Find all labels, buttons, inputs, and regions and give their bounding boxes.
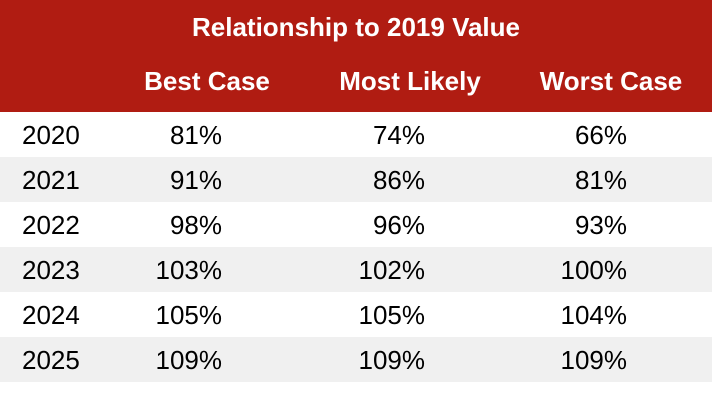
table-cell: 93%: [574, 210, 627, 240]
row-year: 2022: [22, 210, 80, 240]
row-year: 2025: [22, 345, 80, 375]
table-cell: 105%: [358, 300, 426, 330]
table-cell: 109%: [560, 345, 628, 375]
table-cell: 102%: [358, 255, 426, 285]
table-cell: 104%: [560, 300, 628, 330]
table-cell: 103%: [155, 255, 223, 285]
column-header-worst-case: Worst Case: [539, 66, 683, 96]
table-row: 2024 105% 105% 104%: [0, 292, 712, 337]
table-cell: 81%: [169, 120, 222, 150]
table-cell: 98%: [169, 210, 222, 240]
row-year: 2023: [22, 255, 80, 285]
table-row: 2021 91% 86% 81%: [0, 157, 712, 202]
table-cell: 91%: [169, 165, 222, 195]
table-cell: 109%: [155, 345, 223, 375]
column-header-most-likely: Most Likely: [339, 66, 481, 96]
table-cell: 74%: [372, 120, 425, 150]
table-row: 2022 98% 96% 93%: [0, 202, 712, 247]
row-year: 2021: [22, 165, 80, 195]
table-cell: 105%: [155, 300, 223, 330]
table-row: 2020 81% 74% 66%: [0, 112, 712, 157]
row-year: 2020: [22, 120, 80, 150]
table-row: 2023 103% 102% 100%: [0, 247, 712, 292]
row-year: 2024: [22, 300, 80, 330]
table-header: Relationship to 2019 Value Best Case Mos…: [0, 0, 712, 112]
table-row: 2025 109% 109% 109%: [0, 337, 712, 382]
column-header-best-case: Best Case: [144, 66, 270, 96]
table-cell: 81%: [574, 165, 627, 195]
table-title: Relationship to 2019 Value: [192, 12, 520, 42]
table-cell: 66%: [574, 120, 627, 150]
table-cell: 86%: [372, 165, 425, 195]
table-cell: 100%: [560, 255, 628, 285]
table-cell: 96%: [372, 210, 425, 240]
table-cell: 109%: [358, 345, 426, 375]
